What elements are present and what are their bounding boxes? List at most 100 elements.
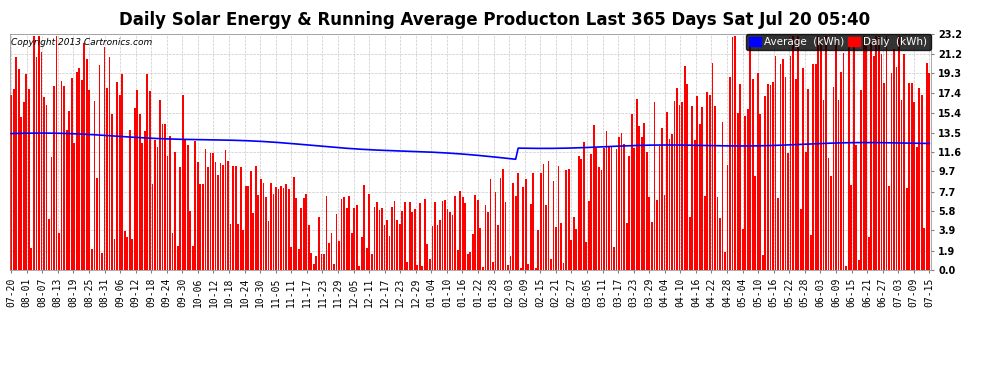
Bar bbox=[432, 226, 434, 270]
Bar bbox=[644, 123, 645, 270]
Bar bbox=[535, 268, 537, 270]
Bar bbox=[451, 215, 453, 270]
Bar bbox=[852, 47, 854, 270]
Bar bbox=[489, 179, 491, 270]
Bar bbox=[580, 159, 582, 270]
Bar bbox=[50, 157, 52, 270]
Bar bbox=[545, 205, 546, 270]
Bar bbox=[389, 236, 390, 270]
Bar bbox=[469, 252, 471, 270]
Bar bbox=[422, 266, 423, 270]
Text: Daily Solar Energy & Running Average Producton Last 365 Days Sat Jul 20 05:40: Daily Solar Energy & Running Average Pro… bbox=[120, 11, 870, 29]
Bar bbox=[368, 195, 370, 270]
Bar bbox=[249, 171, 251, 270]
Bar bbox=[76, 72, 77, 270]
Bar bbox=[746, 109, 748, 270]
Bar bbox=[916, 147, 918, 270]
Bar bbox=[742, 229, 743, 270]
Bar bbox=[445, 200, 446, 270]
Bar bbox=[588, 201, 590, 270]
Bar bbox=[543, 164, 545, 270]
Bar bbox=[31, 248, 33, 270]
Bar bbox=[497, 225, 499, 270]
Bar bbox=[795, 79, 797, 270]
Bar bbox=[424, 199, 426, 270]
Bar bbox=[512, 183, 514, 270]
Bar bbox=[722, 122, 724, 270]
Bar bbox=[714, 106, 716, 270]
Bar bbox=[446, 210, 448, 270]
Bar bbox=[820, 42, 822, 270]
Bar bbox=[833, 87, 835, 270]
Bar bbox=[58, 233, 60, 270]
Bar bbox=[567, 169, 569, 270]
Bar bbox=[339, 241, 340, 270]
Bar bbox=[648, 197, 650, 270]
Bar bbox=[73, 142, 75, 270]
Bar bbox=[419, 203, 421, 270]
Bar bbox=[127, 237, 128, 270]
Bar bbox=[93, 101, 95, 270]
Bar bbox=[353, 208, 355, 270]
Bar bbox=[727, 165, 729, 270]
Bar bbox=[502, 170, 504, 270]
Bar bbox=[575, 229, 577, 270]
Bar bbox=[751, 79, 753, 270]
Bar bbox=[926, 63, 928, 270]
Bar bbox=[709, 94, 711, 270]
Bar bbox=[704, 196, 706, 270]
Bar bbox=[156, 147, 158, 270]
Bar bbox=[401, 211, 403, 270]
Legend: Average  (kWh), Daily  (kWh): Average (kWh), Daily (kWh) bbox=[745, 34, 931, 50]
Bar bbox=[629, 156, 630, 270]
Bar bbox=[21, 117, 22, 270]
Bar bbox=[331, 233, 333, 270]
Bar bbox=[434, 201, 436, 270]
Bar bbox=[810, 235, 812, 270]
Bar bbox=[394, 201, 395, 270]
Bar bbox=[523, 187, 524, 270]
Bar bbox=[601, 170, 602, 270]
Bar bbox=[215, 162, 217, 270]
Bar bbox=[36, 57, 38, 270]
Bar bbox=[679, 105, 680, 270]
Bar bbox=[883, 83, 885, 270]
Bar bbox=[774, 56, 776, 270]
Bar bbox=[166, 156, 168, 270]
Bar bbox=[528, 264, 529, 270]
Bar bbox=[308, 225, 310, 270]
Bar bbox=[919, 88, 920, 270]
Bar bbox=[147, 74, 148, 270]
Bar bbox=[477, 200, 479, 270]
Bar bbox=[626, 224, 628, 270]
Bar bbox=[570, 240, 572, 270]
Bar bbox=[164, 124, 166, 270]
Bar bbox=[177, 246, 178, 270]
Bar bbox=[341, 200, 343, 270]
Bar bbox=[767, 84, 769, 270]
Bar bbox=[596, 148, 597, 270]
Bar bbox=[348, 196, 350, 270]
Bar bbox=[663, 195, 665, 270]
Bar bbox=[896, 66, 897, 270]
Bar bbox=[757, 73, 758, 270]
Bar bbox=[717, 197, 719, 270]
Bar bbox=[235, 166, 237, 270]
Bar bbox=[272, 194, 274, 270]
Bar bbox=[311, 253, 312, 270]
Bar bbox=[520, 268, 522, 270]
Bar bbox=[921, 95, 923, 270]
Bar bbox=[555, 227, 557, 270]
Bar bbox=[248, 186, 249, 270]
Bar bbox=[270, 183, 272, 270]
Bar bbox=[334, 264, 335, 270]
Bar bbox=[492, 262, 494, 270]
Bar bbox=[230, 224, 232, 270]
Bar bbox=[510, 256, 512, 270]
Bar bbox=[96, 178, 98, 270]
Bar bbox=[699, 124, 701, 270]
Bar bbox=[313, 264, 315, 270]
Bar bbox=[396, 220, 398, 270]
Bar bbox=[518, 173, 519, 270]
Bar bbox=[550, 260, 551, 270]
